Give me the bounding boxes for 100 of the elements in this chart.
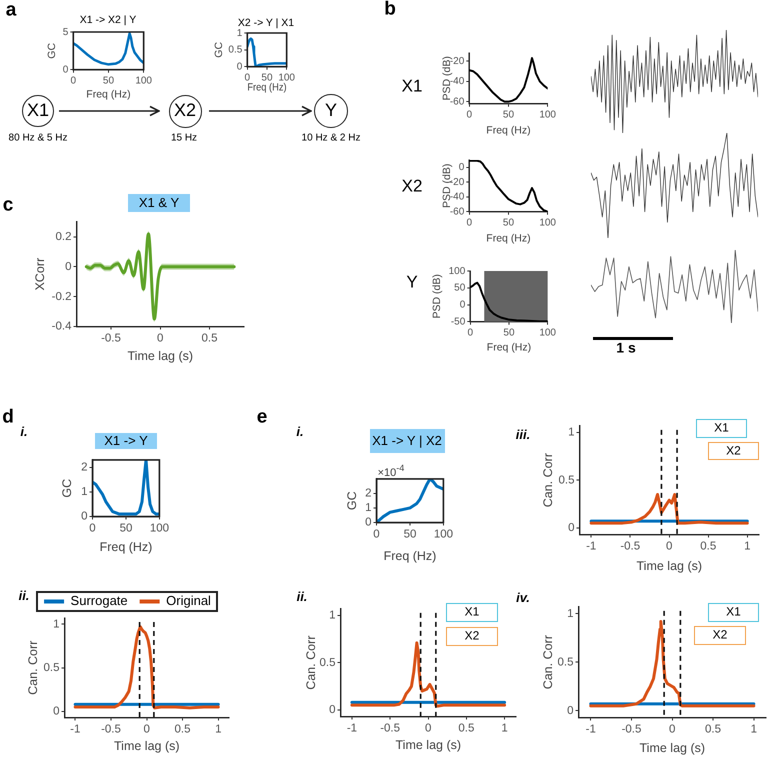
x-tick-label: -1: [346, 722, 357, 735]
y-tick-label: -50: [450, 316, 466, 328]
text: iii.: [516, 426, 530, 442]
x-tick-label: 100: [278, 72, 296, 84]
x-tick-label: 0: [88, 522, 96, 535]
y-tick-label: 2: [80, 462, 87, 474]
y-tick-label: 0: [328, 704, 335, 716]
text: X1: [26, 100, 50, 121]
x-tick-label: -0.5: [100, 332, 120, 345]
x-axis-title: Time lag (s): [113, 738, 180, 753]
x-tick-label: 0: [143, 724, 150, 736]
x-tick-label: 1: [750, 724, 756, 736]
x-tick-label: 100: [539, 109, 556, 120]
text: iv.: [516, 590, 530, 606]
x-tick-label: 50: [102, 75, 114, 86]
y-axis-title: Can. Corr: [303, 636, 318, 690]
y-axis-title: GC: [212, 42, 225, 58]
x-tick-label: 100: [433, 528, 452, 541]
chart-title: X2 -> Y | X1: [238, 17, 294, 30]
x-tick-label: 1: [744, 540, 750, 553]
x-tick-label: 50: [502, 109, 514, 120]
y-axis-title: GC: [59, 478, 74, 498]
text: ii.: [296, 588, 308, 604]
y-axis-title: GC: [46, 42, 58, 59]
y-tick-label: -0.2: [51, 290, 71, 303]
x-tick-label: 1: [500, 722, 508, 735]
text: e: [256, 406, 268, 428]
y-tick-label: 0: [458, 162, 464, 174]
annotation: X2: [464, 628, 480, 644]
x-tick-label: 1: [214, 724, 221, 736]
x-tick-label: 0.5: [174, 724, 190, 736]
y-tick-label: 5: [62, 26, 68, 38]
y-tick-label: 1: [52, 618, 59, 630]
y-tick-label: 1: [568, 426, 574, 439]
text: 15 Hz: [170, 132, 198, 144]
text: d: [2, 406, 14, 428]
y-tick-label: 0.5: [558, 474, 574, 486]
x-tick-label: 0: [668, 724, 675, 736]
y-tick-label: 1: [80, 486, 87, 498]
y-tick-label: 2: [364, 488, 371, 500]
y-tick-label: 0: [566, 704, 573, 717]
x-axis-title: Time lag (s): [394, 738, 461, 752]
y-tick-label: 0: [62, 64, 68, 76]
text: a: [6, 0, 16, 22]
y-axis-title: XCorr: [32, 258, 46, 291]
text: 1 s: [616, 339, 636, 356]
x-tick-label: 0.5: [201, 332, 218, 345]
y-tick-label: 0.5: [557, 656, 573, 668]
x-tick-label: 50: [503, 327, 515, 338]
x-tick-label: 0: [372, 528, 380, 541]
annotation: X1: [714, 420, 729, 436]
x-axis-title: Freq (Hz): [383, 549, 436, 564]
x-tick-label: 100: [149, 522, 168, 535]
legend-label: Surrogate: [70, 593, 128, 608]
x-tick-label: -0.5: [620, 540, 640, 553]
x-tick-label: 0: [466, 217, 472, 228]
annotation: X2: [726, 443, 741, 458]
chart-title: X1 -> X2 | Y: [80, 14, 136, 27]
chart-title: X1 -> Y: [104, 432, 148, 448]
x-tick-label: 50: [502, 217, 514, 228]
text: 80 Hz & 5 Hz: [8, 132, 68, 144]
text: c: [2, 194, 14, 216]
text: X2: [402, 176, 422, 196]
x-tick-label: 50: [119, 522, 132, 535]
y-tick-label: 0.5: [228, 44, 242, 56]
text: 10 Hz & 2 Hz: [302, 132, 360, 144]
y-tick-label: 1: [364, 502, 371, 514]
x-tick-label: -1: [585, 724, 596, 736]
annotation: X2: [712, 628, 728, 642]
text: i.: [296, 424, 304, 440]
y-tick-label: 0.5: [319, 656, 335, 669]
x-axis-title: Freq (Hz): [486, 342, 531, 354]
x-tick-label: 0: [244, 72, 250, 84]
x-tick-label: -0.5: [621, 724, 641, 736]
y-tick-label: 0.5: [43, 662, 59, 674]
x-axis-title: Freq (Hz): [99, 540, 152, 554]
x-tick-label: -0.5: [100, 724, 120, 736]
x-axis-title: Time lag (s): [126, 349, 193, 364]
x-tick-label: -1: [586, 540, 596, 553]
y-tick-label: 0: [236, 61, 242, 72]
y-axis-title: Can. Corr: [540, 635, 554, 690]
legend-label: Original: [166, 593, 211, 608]
y-tick-label: -60: [450, 206, 464, 218]
y-tick-label: 1: [236, 28, 242, 39]
y-tick-label: 0: [80, 510, 87, 523]
x-tick-label: -0.5: [380, 722, 400, 735]
y-tick-label: 1: [566, 608, 573, 620]
text: ii.: [18, 588, 30, 604]
text: X1: [402, 76, 422, 96]
text: X2: [174, 100, 196, 121]
x-tick-label: 100: [135, 75, 152, 86]
x-axis-title: Freq (Hz): [86, 88, 130, 101]
x-tick-label: 0.5: [700, 540, 716, 553]
y-tick-label: 1: [328, 610, 335, 622]
x-axis-title: Freq (Hz): [486, 124, 530, 137]
x-tick-label: 0: [156, 332, 163, 345]
text: i.: [20, 424, 28, 440]
x-axis-title: Time lag (s): [636, 559, 702, 574]
y-tick-label: 0: [459, 300, 466, 311]
y-tick-label: -40: [450, 192, 464, 203]
